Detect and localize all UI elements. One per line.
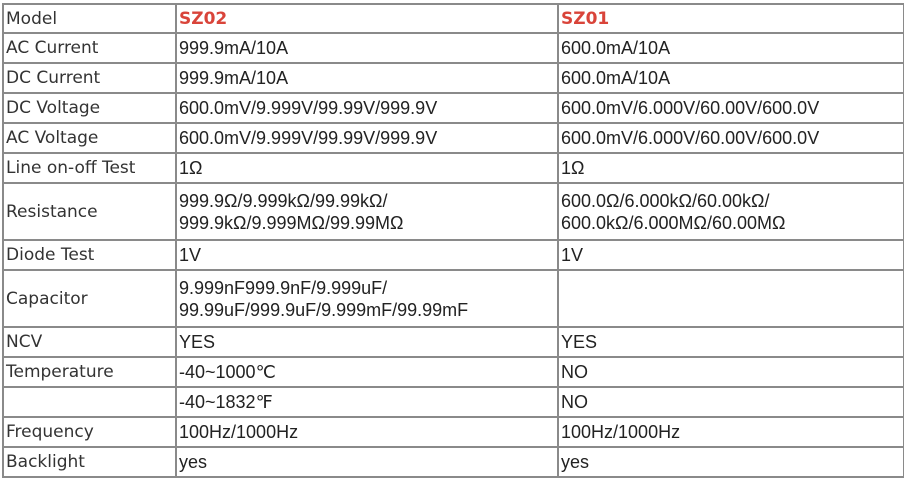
header-row: Model SZ02 SZ01	[2, 3, 904, 34]
cell-line: 1V	[561, 245, 584, 265]
cell-sz01: 1Ω	[557, 152, 904, 184]
model-sz02: SZ02	[175, 3, 559, 34]
cell-sz01: yes	[557, 446, 904, 478]
cell-line: 600.0mV/9.999V/99.99V/999.9V	[179, 128, 438, 148]
cell-sz01: 600.0mV/6.000V/60.00V/600.0V	[557, 122, 904, 154]
cell-line: 600.0mV/6.000V/60.00V/600.0V	[561, 128, 820, 148]
row-label: DC Current	[2, 62, 177, 94]
cell-line: yes	[561, 452, 590, 472]
table-row: Diode Test 1V 1V	[2, 239, 904, 271]
model-sz01: SZ01	[557, 3, 904, 34]
cell-sz02: YES	[175, 326, 559, 358]
cell-sz02: yes	[175, 446, 559, 478]
cell-sz02: 600.0mV/9.999V/99.99V/999.9V	[175, 122, 559, 154]
cell-line: -40~1000℃	[179, 362, 276, 382]
cell-line: 999.9mA/10A	[179, 68, 289, 88]
cell-sz02: -40~1000℃	[175, 356, 559, 388]
table-row: Temperature -40~1000℃ NO	[2, 356, 904, 388]
cell-line: NO	[561, 392, 588, 412]
table-row: DC Voltage 600.0mV/9.999V/99.99V/999.9V 60…	[2, 92, 904, 124]
cell-line: 1Ω	[561, 158, 585, 178]
cell-line: YES	[179, 332, 216, 352]
cell-sz01: 600.0mA/10A	[557, 62, 904, 94]
row-label: Temperature	[2, 356, 177, 388]
cell-line: NO	[561, 362, 588, 382]
table-row: Resistance 999.9Ω/9.999kΩ/99.99kΩ/999.9kΩ…	[2, 182, 904, 241]
cell-sz02: 9.999nF999.9nF/9.999uF/99.99uF/999.9uF/9…	[175, 269, 559, 328]
cell-line: yes	[179, 452, 208, 472]
cell-line: 600.0kΩ/6.000MΩ/60.00MΩ	[561, 212, 786, 233]
row-label: AC Voltage	[2, 122, 177, 154]
cell-sz02: 100Hz/1000Hz	[175, 416, 559, 448]
cell-sz01: 1V	[557, 239, 904, 271]
table-row: -40~1832℉ NO	[2, 386, 904, 418]
cell-line: 100Hz/1000Hz	[561, 422, 681, 442]
cell-line: 600.0mA/10A	[561, 38, 671, 58]
cell-sz01: NO	[557, 356, 904, 388]
cell-line: YES	[561, 332, 598, 352]
table-row: Line on-off Test 1Ω 1Ω	[2, 152, 904, 184]
cell-sz01: 600.0mA/10A	[557, 32, 904, 64]
table-row: Capacitor 9.999nF999.9nF/9.999uF/99.99uF/…	[2, 269, 904, 328]
row-label: Frequency	[2, 416, 177, 448]
row-label: NCV	[2, 326, 177, 358]
cell-sz01: 600.0mV/6.000V/60.00V/600.0V	[557, 92, 904, 124]
row-label: Resistance	[2, 182, 177, 241]
row-label: Line on-off Test	[2, 152, 177, 184]
spec-comparison-table: Model SZ02 SZ01 AC Current 999.9mA/10A 600…	[2, 3, 904, 478]
table-row: DC Current 999.9mA/10A 600.0mA/10A	[2, 62, 904, 94]
table-row: NCV YES YES	[2, 326, 904, 358]
cell-line: -40~1832℉	[179, 392, 273, 412]
row-label: DC Voltage	[2, 92, 177, 124]
cell-sz01	[557, 269, 904, 328]
cell-sz02: 999.9mA/10A	[175, 32, 559, 64]
cell-sz02: 1Ω	[175, 152, 559, 184]
row-label: Backlight	[2, 446, 177, 478]
cell-sz02: 1V	[175, 239, 559, 271]
cell-sz01: 600.0Ω/6.000kΩ/60.00kΩ/600.0kΩ/6.000MΩ/6…	[557, 182, 904, 241]
cell-line: 600.0mV/9.999V/99.99V/999.9V	[179, 98, 438, 118]
row-label	[2, 386, 177, 418]
table-row: Frequency 100Hz/1000Hz 100Hz/1000Hz	[2, 416, 904, 448]
cell-line: 600.0mV/6.000V/60.00V/600.0V	[561, 98, 820, 118]
cell-line: 600.0mA/10A	[561, 68, 671, 88]
cell-sz02: 999.9Ω/9.999kΩ/99.99kΩ/999.9kΩ/9.999MΩ/9…	[175, 182, 559, 241]
cell-line: 9.999nF999.9nF/9.999uF/	[179, 277, 388, 298]
cell-sz01: 100Hz/1000Hz	[557, 416, 904, 448]
header-label: Model	[2, 3, 177, 34]
table-row: Backlight yes yes	[2, 446, 904, 478]
cell-line: 1V	[179, 245, 202, 265]
cell-sz01: NO	[557, 386, 904, 418]
cell-line: 999.9Ω/9.999kΩ/99.99kΩ/	[179, 190, 388, 211]
cell-sz02: -40~1832℉	[175, 386, 559, 418]
cell-line: 1Ω	[179, 158, 203, 178]
table-row: AC Voltage 600.0mV/9.999V/99.99V/999.9V 60…	[2, 122, 904, 154]
cell-sz02: 600.0mV/9.999V/99.99V/999.9V	[175, 92, 559, 124]
row-label: Capacitor	[2, 269, 177, 328]
row-label: Diode Test	[2, 239, 177, 271]
cell-line: 999.9mA/10A	[179, 38, 289, 58]
table-row: AC Current 999.9mA/10A 600.0mA/10A	[2, 32, 904, 64]
cell-sz01: YES	[557, 326, 904, 358]
cell-line: 100Hz/1000Hz	[179, 422, 299, 442]
cell-line: 999.9kΩ/9.999MΩ/99.99MΩ	[179, 212, 404, 233]
cell-line: 99.99uF/999.9uF/9.999mF/99.99mF	[179, 299, 469, 320]
row-label: AC Current	[2, 32, 177, 64]
cell-sz02: 999.9mA/10A	[175, 62, 559, 94]
cell-line: 600.0Ω/6.000kΩ/60.00kΩ/	[561, 190, 770, 211]
